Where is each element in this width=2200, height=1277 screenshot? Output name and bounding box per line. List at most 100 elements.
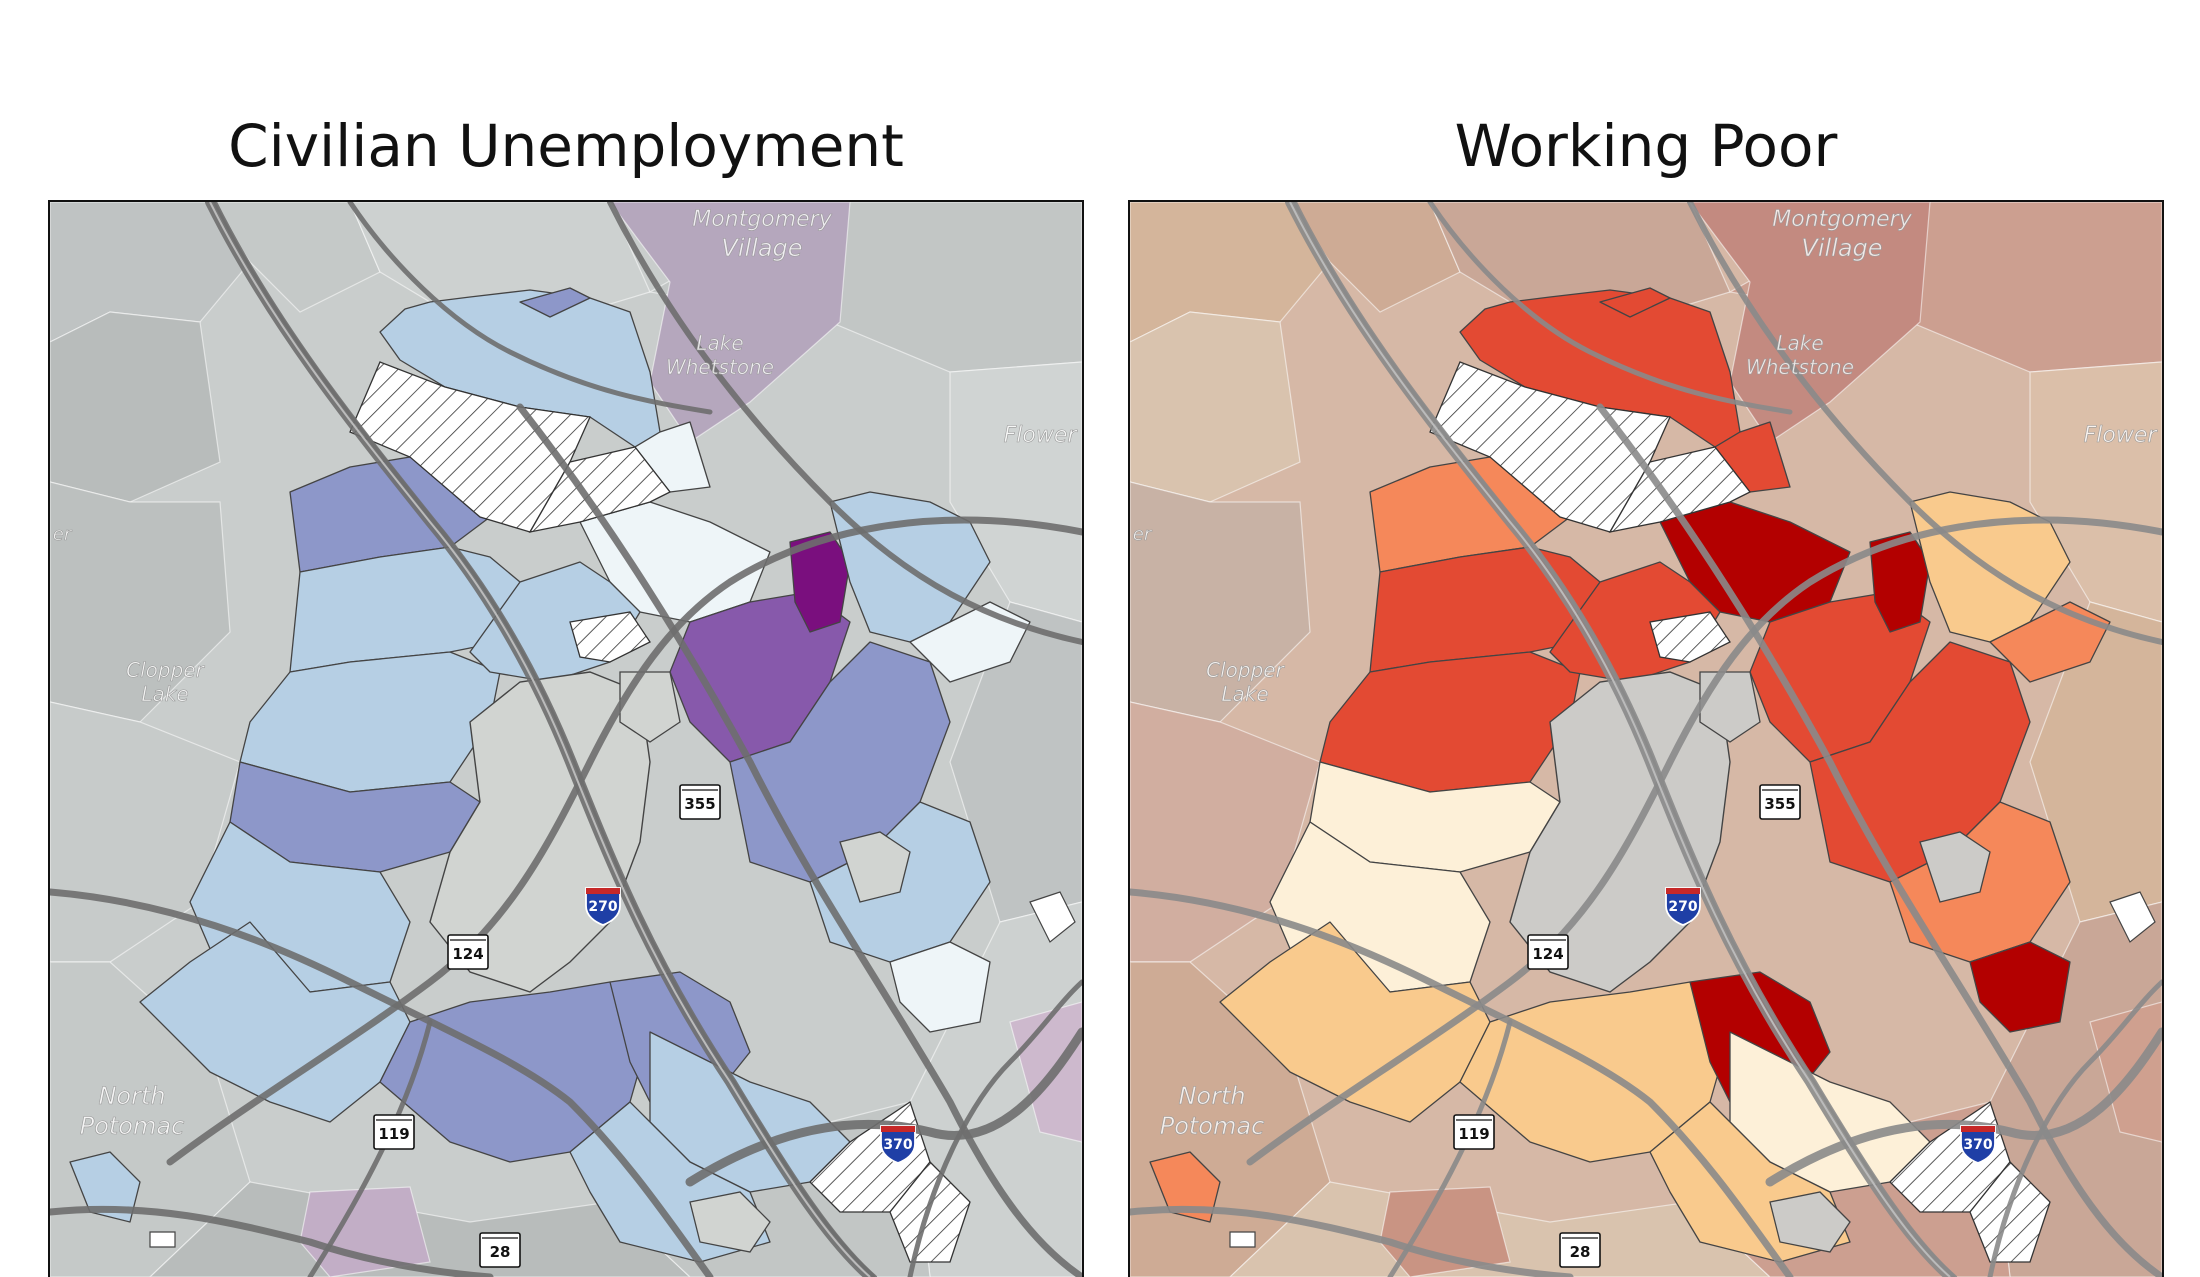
context-zone-accent <box>299 1186 431 1277</box>
context-zone <box>1130 481 1311 723</box>
route-shields: 355 124 119 28 270 370 <box>1453 784 1996 1268</box>
place-label-place-montgomery-village: Village <box>721 234 802 262</box>
interstate-label-270: 270 <box>1668 899 1697 915</box>
place-label-place-clopper2: Lake <box>141 682 188 706</box>
place-labels: MontgomeryVillageLakeWhetstoneClopperLak… <box>52 207 1079 1141</box>
census-tract-lm[interactable] <box>1319 651 1581 793</box>
hatched-area <box>528 446 671 533</box>
hatched-areas <box>1429 361 2051 1263</box>
interstate-370-road <box>685 1027 1082 1187</box>
hatched-area <box>1649 611 1731 663</box>
small-blocks <box>619 671 911 1253</box>
census-tract-cap[interactable] <box>519 287 591 318</box>
choropleth-map-working-poor[interactable]: MontgomeryVillageLakeWhetstoneClopperLak… <box>1130 202 2162 1277</box>
place-label-place-north: North <box>98 1082 165 1110</box>
map-title-working-poor: Working Poor <box>1454 112 1838 180</box>
hatched-area <box>1608 446 1751 533</box>
northern-arterial-road <box>607 202 1082 645</box>
interstate-shield-370: 370 <box>880 1125 916 1164</box>
census-tract-farw[interactable] <box>1149 1151 1221 1223</box>
road-network <box>1130 202 2162 1277</box>
northern-arterial-road <box>1687 202 2162 645</box>
place-label-place-lake2: Whetstone <box>666 355 774 379</box>
route-label-124: 124 <box>1532 945 1563 963</box>
route-label-28: 28 <box>1570 1243 1591 1261</box>
census-tract-lm[interactable] <box>239 651 501 793</box>
context-zone <box>909 901 1082 1277</box>
place-label-place-edge: er <box>53 524 73 545</box>
route-119-road <box>1130 888 1794 1277</box>
place-label-place-montgomery-top: Montgomery <box>1772 207 1912 232</box>
white-parcel <box>1029 891 1076 943</box>
place-label-place-lake: Lake <box>696 331 743 355</box>
route-label-355: 355 <box>684 795 715 813</box>
context-zone <box>50 481 231 723</box>
route-124-road <box>1246 516 2162 1166</box>
place-label-place-flower: Flower <box>2084 423 2159 448</box>
context-zone <box>1989 901 2162 1277</box>
census-tract-tr[interactable] <box>1714 421 1791 493</box>
route-355-road <box>516 403 1082 1277</box>
place-label-place-lake2: Whetstone <box>1746 355 1854 379</box>
place-label-place-flower: Flower <box>1004 423 1079 448</box>
map-frame-working-poor[interactable]: Montgomery Village Lake Whetstone Clopper Lak… <box>1128 200 2164 1277</box>
white-parcel <box>1229 1231 1256 1248</box>
census-tract-cap[interactable] <box>1599 287 1671 318</box>
route-label-124: 124 <box>452 945 483 963</box>
map-title-unemployment: Civilian Unemployment <box>228 112 904 180</box>
route-355-road <box>1596 403 2162 1277</box>
route-28-road <box>50 1205 494 1277</box>
route-shield-355: 355 <box>679 784 721 820</box>
southeast-connector-road <box>907 979 1082 1277</box>
context-zone <box>50 311 221 503</box>
white-parcel <box>2109 891 2156 943</box>
place-label-place-montgomery-village: Village <box>1801 234 1882 262</box>
census-tract-tr[interactable] <box>634 421 711 493</box>
census-tract-rte[interactable] <box>909 601 1031 683</box>
map-panel-working-poor: Working Poor Montgomery Village Lake Whetst… <box>1128 0 2164 1277</box>
interstate-label-270: 270 <box>588 899 617 915</box>
route-shield-124: 124 <box>1527 934 1569 970</box>
hatched-area <box>889 1161 971 1263</box>
white-patches <box>149 891 1076 1248</box>
choropleth-map-unemployment[interactable]: MontgomeryVillageLakeWhetstoneClopperLak… <box>50 202 1082 1277</box>
white-patches <box>1229 891 2156 1248</box>
excluded-block <box>1699 671 1761 743</box>
route-label-355: 355 <box>1764 795 1795 813</box>
census-tract-sp[interactable] <box>889 941 991 1033</box>
place-label-place-montgomery-top: Montgomery <box>692 207 832 232</box>
interstate-shield-270: 270 <box>1665 887 1701 926</box>
census-tract-sp[interactable] <box>1969 941 2071 1033</box>
northern-connector-road <box>347 202 713 415</box>
route-28-road <box>1130 1205 1574 1277</box>
excluded-block <box>689 1191 771 1253</box>
interstate-shield-270: 270 <box>585 887 621 926</box>
hatched-area <box>1969 1161 2051 1263</box>
hatched-area <box>569 611 651 663</box>
route-label-119: 119 <box>1458 1125 1489 1143</box>
census-tract-rd[interactable] <box>789 531 851 633</box>
route-label-119: 119 <box>378 1125 409 1143</box>
place-label-place-clopper: Clopper <box>126 658 205 682</box>
southeast-connector-road <box>1987 979 2162 1277</box>
route-119-road <box>50 888 714 1277</box>
white-parcel <box>149 1231 176 1248</box>
place-label-place-potomac: Potomac <box>80 1112 185 1140</box>
route-shield-28: 28 <box>479 1232 521 1268</box>
place-label-place-lake: Lake <box>1776 331 1823 355</box>
place-label-place-potomac: Potomac <box>1160 1112 1265 1140</box>
excluded-block <box>839 831 911 903</box>
route-shield-124: 124 <box>447 934 489 970</box>
map-panel-unemployment: Civilian Unemployment Montgomery Village L… <box>48 0 1084 1277</box>
route-shield-119: 119 <box>1453 1114 1495 1150</box>
place-label-place-clopper: Clopper <box>1206 658 1285 682</box>
context-zone-accent <box>1379 1186 1511 1277</box>
census-tract-farw[interactable] <box>69 1151 141 1223</box>
interstate-370-road <box>1765 1027 2162 1187</box>
interstate-shield-370: 370 <box>1960 1125 1996 1164</box>
census-tract-rd[interactable] <box>1869 531 1931 633</box>
map-frame-unemployment[interactable]: Montgomery Village Lake Whetstone Clopper Lak… <box>48 200 1084 1277</box>
excluded-block <box>1769 1191 1851 1253</box>
route-shield-119: 119 <box>373 1114 415 1150</box>
census-tract-rte[interactable] <box>1989 601 2111 683</box>
